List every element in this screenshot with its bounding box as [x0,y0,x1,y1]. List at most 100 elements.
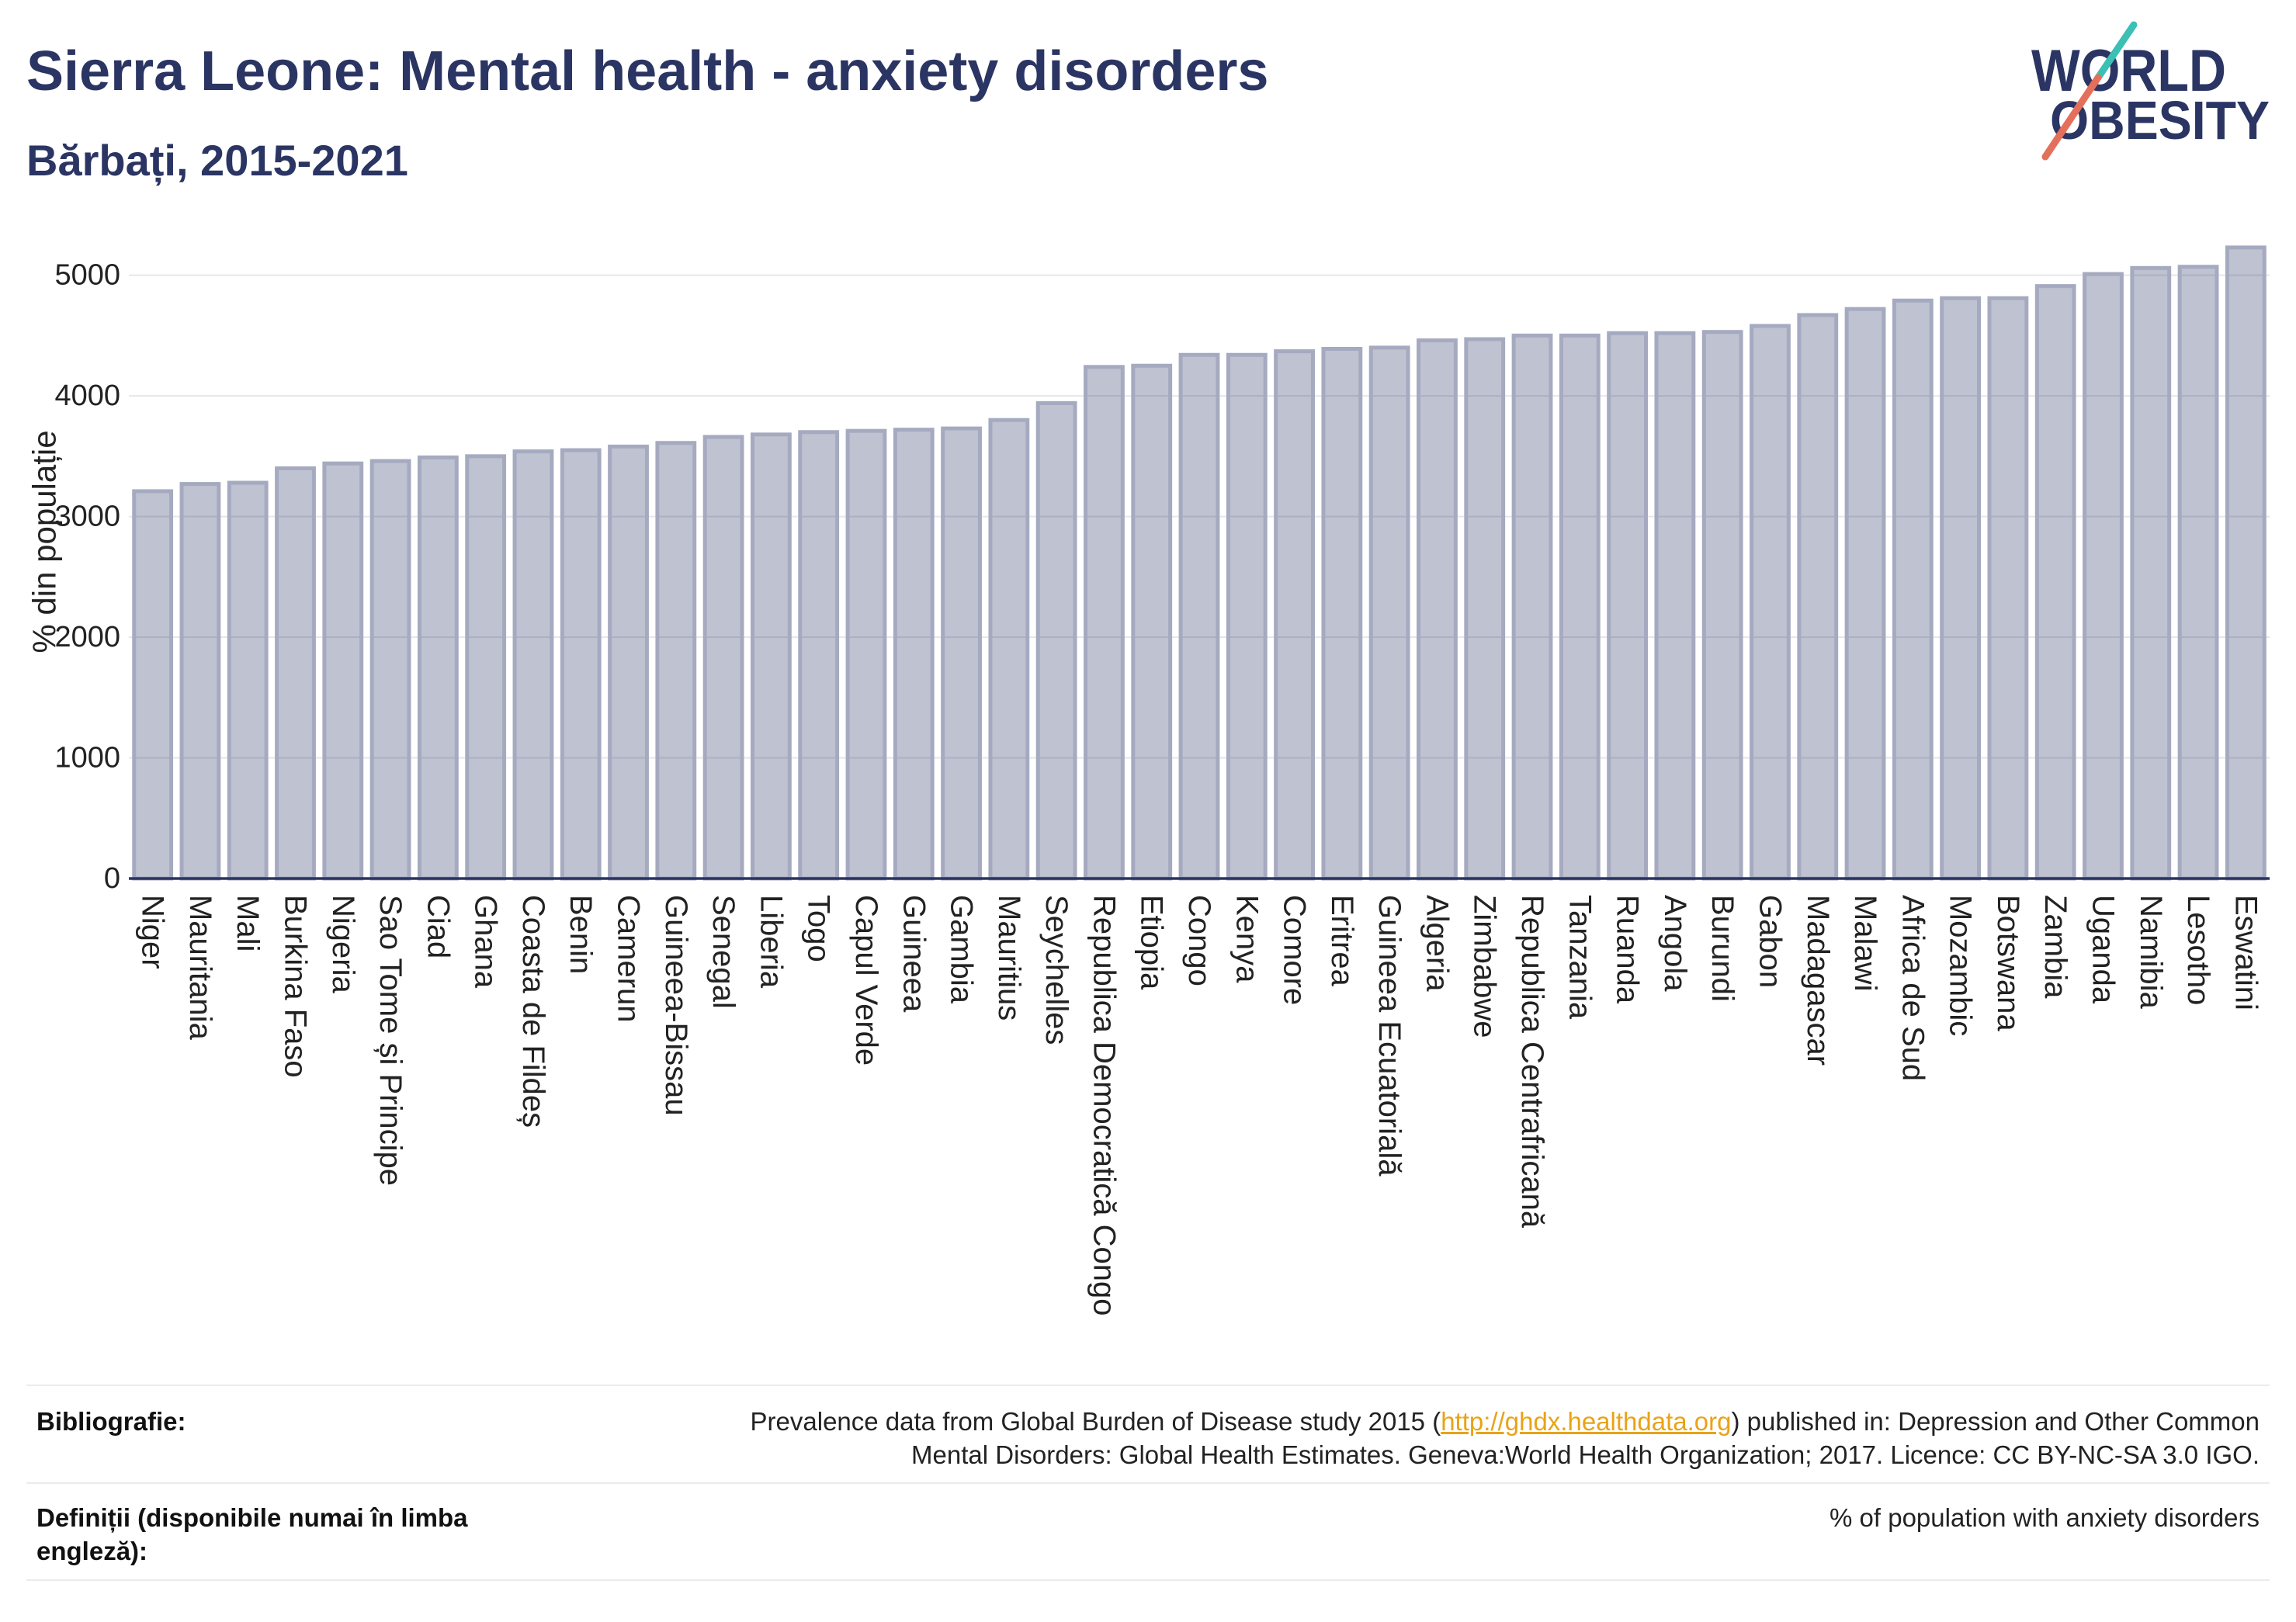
bibliography-text-end: ) published in: Depression and Other Com… [1731,1407,2260,1436]
bar [1417,338,1458,881]
bibliography-line-1: Prevalence data from Global Burden of Di… [751,1405,2260,1438]
bar [655,441,697,881]
x-tick-label: Kenya [1230,895,1264,983]
bar [1940,296,1982,881]
bar [1178,352,1220,881]
bar [941,426,982,881]
x-tick-label: Camerun [612,895,646,1023]
bar [1750,324,1791,881]
footer-divider [26,1579,2270,1581]
x-tick-labels: Niger Mauritania Mali Burkina Faso Nigeria Sa… [136,895,2263,1316]
x-tick-label: Mali [231,895,265,951]
x-tick-label: Ghana [469,895,503,989]
x-tick-label: Eswatini [2228,895,2263,1010]
y-tick-label: 2000 [54,621,120,653]
bar [798,430,840,881]
x-tick-label: Congo [1182,895,1216,986]
x-tick-label: Lesotho [2181,895,2215,1005]
y-tick-labels: 0 1000 2000 3000 4000 5000 [54,259,120,895]
x-tick-label: Seychelles [1039,895,1073,1045]
bar [1131,363,1173,881]
x-tick-label: Ciad [421,895,455,958]
y-tick-label: 3000 [54,501,120,533]
bar [275,466,316,881]
x-tick-label: Algeria [1420,895,1454,992]
x-tick-label: Tanzania [1562,895,1597,1020]
footer-divider [26,1482,2270,1484]
bar [465,454,507,881]
bar [1084,365,1125,881]
x-tick-label: Benin [564,895,598,974]
x-tick-label: Burundi [1705,895,1739,1002]
x-tick-label: Comore [1278,895,1312,1005]
bar [1607,331,1649,881]
y-axis-title: % din populație [26,430,63,653]
bar [1701,330,1743,881]
bar [2177,265,2219,881]
bar [1654,331,1696,881]
y-tick-label: 5000 [54,259,120,292]
bar [1987,296,2029,881]
bar [750,432,792,881]
x-tick-label: Namibia [2134,895,2168,1009]
x-tick-label: Senegal [706,895,740,1009]
bar [2034,284,2076,881]
x-tick-label: Burkina Faso [279,895,313,1078]
x-tick-label: Coasta de Fildeș [516,895,550,1128]
bar [2130,265,2172,881]
bar [608,444,649,881]
x-tick-label: Ruanda [1611,895,1645,1004]
y-tick-label: 1000 [54,742,120,775]
definitions-text: % of population with anxiety disorders [1830,1501,2260,1534]
logo-slash-bottom [2041,74,2102,161]
bar [369,459,411,881]
x-tick-label: Uganda [2086,895,2120,1004]
x-tick-label: Liberia [754,895,788,989]
bar [2225,245,2267,881]
x-tick-label: Gabon [1753,895,1787,988]
bibliography-text: Prevalence data from Global Burden of Di… [751,1405,2260,1471]
x-tick-label: Guineea-Bissau [659,895,693,1116]
x-tick-label: Guineea Ecuatorială [1372,895,1406,1177]
x-tick-label: Mozambic [1944,895,1978,1036]
bar [1368,345,1410,881]
x-tick-label: Eritrea [1325,895,1359,987]
bar [1464,337,1506,881]
gridlines [129,274,2270,759]
bibliography-label: Bibliografie: [36,1407,186,1436]
bar [845,428,887,881]
logo-slash-top [2094,21,2138,81]
x-tick-label: Zimbabwe [1468,895,1502,1038]
bar [417,455,459,881]
x-tick-label: Gambia [945,895,979,1004]
x-tick-label: Botswana [1991,895,2025,1031]
page-subtitle: Bărbați, 2015-2021 [26,136,408,185]
x-tick-label: Etiopia [1135,895,1169,990]
y-tick-label: 4000 [54,380,120,412]
bar [988,418,1030,881]
x-tick-label: Nigeria [326,895,360,993]
page-title: Sierra Leone: Mental health - anxiety di… [26,40,1269,102]
bibliography-line-2: Mental Disorders: Global Health Estimate… [911,1440,2260,1469]
bars [132,245,2267,881]
x-tick-label: Togo [802,895,836,962]
bar [1511,333,1553,881]
x-tick-label: Niger [136,895,170,969]
bar [179,482,221,881]
bar [1226,352,1268,881]
x-tick-label: Mauritania [183,895,217,1041]
source-link[interactable]: http://ghdx.healthdata.org [1441,1407,1732,1436]
bar [2083,272,2124,881]
bar [1844,307,1886,881]
bar [1559,333,1601,881]
x-tick-label: Capul Verde [849,895,883,1066]
bar [1892,298,1934,881]
bar [1321,346,1363,881]
bibliography-text-start: Prevalence data from Global Burden of Di… [750,1407,1441,1436]
x-tick-label: Mauritius [992,895,1026,1021]
x-tick-label: Republica Centrafricană [1515,895,1549,1229]
x-tick-label: Sao Tome și Principe [373,895,408,1186]
x-tick-label: Madagascar [1801,895,1835,1066]
x-tick-label: Africa de Sud [1895,895,1930,1081]
bar [132,489,174,881]
